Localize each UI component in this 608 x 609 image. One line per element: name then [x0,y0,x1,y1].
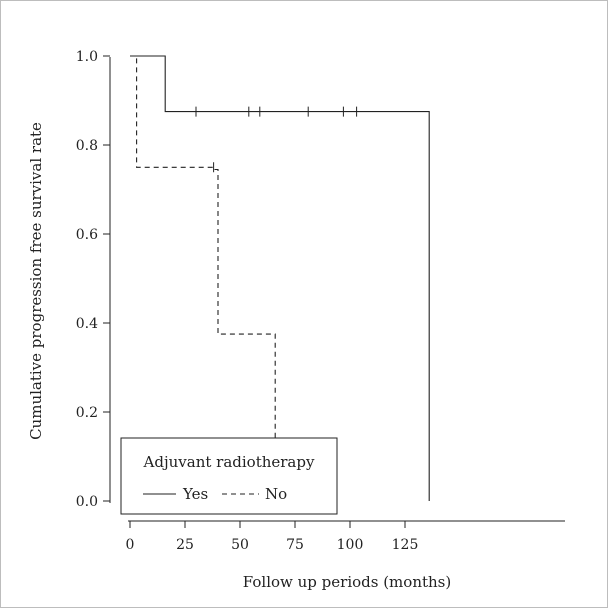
survival-curves [130,55,430,501]
x-tick-label: 50 [231,537,249,553]
y-tick-label: 0.4 [76,316,98,332]
y-ticks: 0.0 0.2 0.4 0.6 0.8 1.0 [76,49,110,510]
y-tick-label: 0.0 [76,494,98,510]
x-tick-label: 125 [392,537,419,553]
legend-label-yes: Yes [182,485,208,503]
legend-label-no: No [265,485,287,503]
x-tick-label: 0 [126,537,135,553]
curve-yes [130,55,430,501]
legend-box [120,437,338,515]
curve-no [130,55,276,501]
y-tick-label: 0.6 [76,227,98,243]
x-ticks: 0 25 50 75 100 125 [126,521,419,553]
x-tick-label: 25 [176,537,194,553]
legend-title: Adjuvant radiotherapy [143,453,315,471]
x-axis-title: Follow up periods (months) [243,573,451,591]
y-tick-label: 1.0 [76,49,98,65]
y-tick-label: 0.8 [76,138,98,154]
y-axis-title: Cumulative progression free survival rat… [27,122,45,440]
x-tick-label: 75 [286,537,304,553]
x-tick-label: 100 [337,537,364,553]
legend: Adjuvant radiotherapy Yes No [120,437,338,515]
y-tick-label: 0.2 [76,405,98,421]
